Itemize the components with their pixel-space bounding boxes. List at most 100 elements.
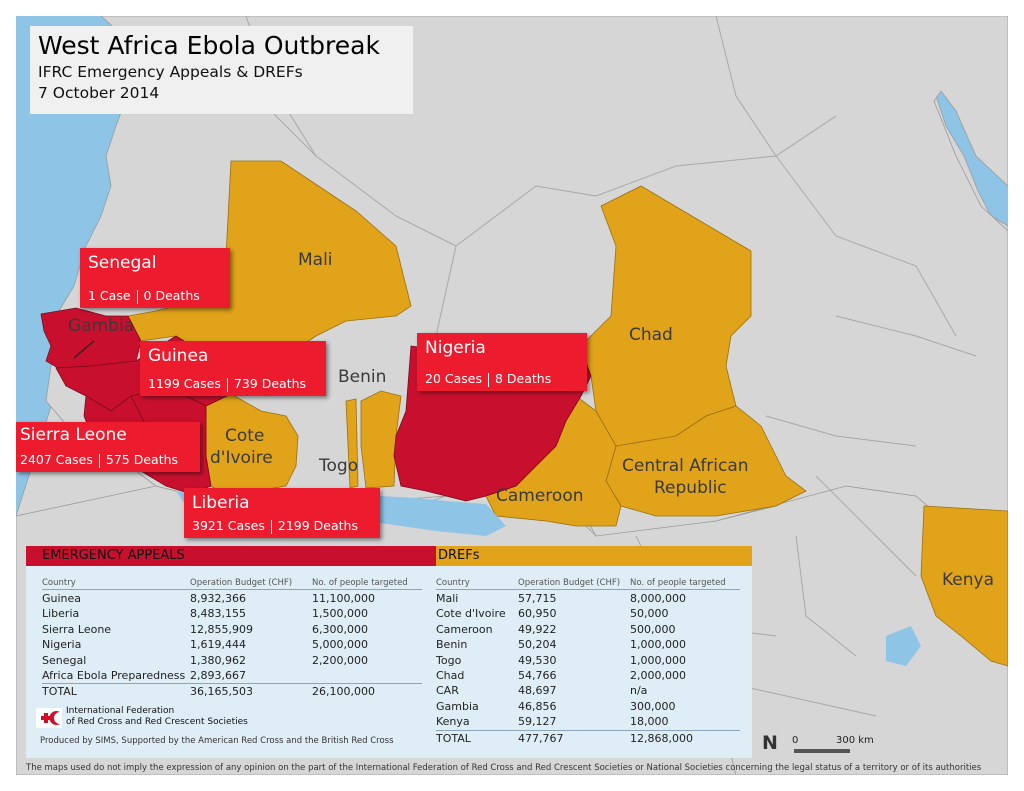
label-togo: Togo <box>319 456 359 476</box>
emergency-appeals-cell: 5,000,000 <box>312 638 368 652</box>
drefs-cell: 500,000 <box>630 622 676 636</box>
drefs-cell: 300,000 <box>630 699 676 713</box>
map-frame: West Africa Ebola Outbreak IFRC Emergenc… <box>16 16 1008 775</box>
label-benin: Benin <box>338 367 387 387</box>
callout-senegal: Senegal 1 Case 0 Deaths <box>80 248 230 308</box>
callout-nigeria-cases: 20 Cases <box>425 371 482 386</box>
drefs-cell: Kenya <box>436 715 470 729</box>
label-car-2: Republic <box>654 478 727 498</box>
north-arrow-icon: N <box>762 732 778 754</box>
label-gambia: Gambia <box>68 316 135 336</box>
drefs-cell: 59,127 <box>518 715 557 729</box>
disclaimer: The maps used do not imply the expressio… <box>26 763 982 773</box>
drefs-cell: 2,000,000 <box>630 669 686 682</box>
drefs-cell: 48,697 <box>518 684 557 698</box>
drefs-cell: CAR <box>436 684 459 698</box>
drefs-column-header: Operation Budget (CHF) <box>518 578 621 588</box>
label-chad: Chad <box>629 325 673 345</box>
drefs-cell: 46,856 <box>518 699 557 713</box>
drefs-total-divider <box>436 729 740 731</box>
emergency-appeals-title: EMERGENCY APPEALS <box>42 548 185 563</box>
emergency-appeals-header-divider <box>42 589 422 590</box>
drefs-cell: Mali <box>436 592 459 605</box>
callout-nigeria-name: Nigeria <box>425 338 486 358</box>
drefs-cell: 1,000,000 <box>630 638 686 652</box>
label-kenya: Kenya <box>942 570 995 590</box>
drefs-cell: 18,000 <box>630 715 669 729</box>
gambia-leader-line <box>73 340 95 359</box>
callout-liberia-name: Liberia <box>192 493 250 513</box>
drefs-cell: 8,000,000 <box>630 592 686 605</box>
scale-zero: 0 <box>792 735 799 746</box>
callout-guinea-deaths: 739 Deaths <box>233 376 307 391</box>
emergency-appeals-cell: 2,893,667 <box>190 669 246 682</box>
drefs-cell: Benin <box>436 638 468 652</box>
drefs-cell: n/a <box>630 684 648 698</box>
drefs-column-header: Country <box>436 578 470 588</box>
emergency-appeals-column-header: Operation Budget (CHF) <box>190 578 293 588</box>
label-car-1: Central African <box>622 456 749 476</box>
emergency-appeals-cell: 6,300,000 <box>312 622 368 636</box>
drefs-cell: 50,000 <box>630 607 669 621</box>
emergency-appeals-total-divider <box>42 683 422 685</box>
label-mali: Mali <box>298 250 333 270</box>
callout-sierra-leone: Sierra Leone 2407 Cases 575 Deaths <box>16 422 200 472</box>
emergency-appeals-total-cell: 26,100,000 <box>312 685 375 699</box>
drefs-total-cell: 477,767 <box>518 731 564 745</box>
callout-sierra-leone-name: Sierra Leone <box>20 425 127 445</box>
map-title: West Africa Ebola Outbreak <box>38 31 380 60</box>
label-cote-divoire-1: Cote <box>225 426 265 446</box>
emergency-appeals-column-header: Country <box>42 578 76 588</box>
kenya-region <box>920 505 1008 667</box>
drefs-cell: 50,204 <box>518 638 557 652</box>
drefs-title: DREFs <box>438 548 480 563</box>
emergency-appeals-cell: Guinea <box>42 592 82 605</box>
drefs-cell: Gambia <box>436 699 479 713</box>
emergency-appeals-header: EMERGENCY APPEALS <box>26 546 436 566</box>
emergency-appeals-total-cell: TOTAL <box>42 685 77 699</box>
map-date: 7 October 2014 <box>38 84 160 102</box>
callout-liberia-cases: 3921 Cases <box>192 518 265 533</box>
callout-guinea-cases: 1199 Cases <box>148 376 221 391</box>
drefs-header-divider <box>436 589 740 590</box>
drefs-column-header: No. of people targeted <box>630 578 726 588</box>
callout-guinea: Guinea 1199 Cases 739 Deaths <box>140 341 326 396</box>
drefs-cell: 57,715 <box>518 592 557 605</box>
ifrc-logo-text: International Federation of Red Cross an… <box>66 706 248 727</box>
drefs-cell: Togo <box>436 653 462 667</box>
emergency-appeals-cell: 2,200,000 <box>312 653 368 667</box>
scale-distance: 300 km <box>836 735 874 746</box>
drefs-cell: 49,530 <box>518 653 557 667</box>
drefs-cell: 54,766 <box>518 669 557 682</box>
emergency-appeals-cell: 8,932,366 <box>190 592 246 605</box>
callout-sierra-leone-stats: 2407 Cases 575 Deaths <box>20 452 178 468</box>
emergency-appeals-column-header: No. of people targeted <box>312 578 408 588</box>
callout-sierra-leone-deaths: 575 Deaths <box>105 452 179 467</box>
callout-guinea-name: Guinea <box>148 346 209 366</box>
drefs-cell: Cameroon <box>436 622 493 636</box>
callout-sierra-leone-cases: 2407 Cases <box>20 452 93 467</box>
emergency-appeals-cell: 1,380,962 <box>190 653 246 667</box>
drefs-cell: Chad <box>436 669 465 682</box>
emergency-appeals-total-cell: 36,165,503 <box>190 685 253 699</box>
emergency-appeals-cell: 1,619,444 <box>190 638 246 652</box>
callout-nigeria-deaths: 8 Deaths <box>494 371 552 386</box>
drefs-cell: Cote d'Ivoire <box>436 607 506 621</box>
title-box: West Africa Ebola Outbreak IFRC Emergenc… <box>30 26 413 114</box>
emergency-appeals-cell: Senegal <box>42 653 87 667</box>
appeals-panel: EMERGENCY APPEALS DREFs Country Operation… <box>26 546 752 758</box>
emergency-appeals-cell: Africa Ebola Preparedness <box>42 669 186 682</box>
callout-senegal-name: Senegal <box>88 253 157 273</box>
produced-by: Produced by SIMS, Supported by the Ameri… <box>40 736 394 746</box>
lake-victoria <box>886 626 921 666</box>
emergency-appeals-cell: 1,500,000 <box>312 607 368 621</box>
callout-senegal-cases: 1 Case <box>88 288 131 303</box>
label-cameroon: Cameroon <box>496 486 584 506</box>
ifrc-logo-icon <box>36 708 62 728</box>
drefs-cell: 60,950 <box>518 607 557 621</box>
togo-region <box>345 398 359 489</box>
scale-bar <box>794 749 850 753</box>
emergency-appeals-cell: Liberia <box>42 607 80 621</box>
drefs-cell: 49,922 <box>518 622 557 636</box>
emergency-appeals-cell: 11,100,000 <box>312 592 375 605</box>
